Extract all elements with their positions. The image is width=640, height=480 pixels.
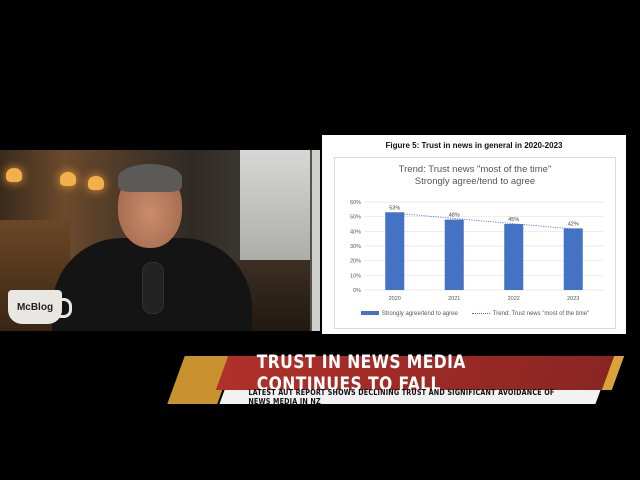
legend-item-trend: Trend: Trust news "most of the time" (471, 311, 590, 317)
y-tick-label: 50% (350, 215, 361, 221)
y-tick-label: 40% (350, 229, 361, 235)
bar (563, 228, 583, 290)
y-tick-label: 10% (350, 273, 361, 279)
bar (385, 212, 405, 290)
bar (504, 224, 524, 290)
microphone-icon (142, 262, 164, 314)
lamp-light (6, 168, 22, 182)
x-tick-label: 2022 (508, 296, 520, 302)
chart-panel: Figure 5: Trust in news in general in 20… (322, 135, 626, 334)
bar (444, 219, 464, 290)
legend-bar-label: Strongly agree/tend to agree (381, 311, 458, 317)
chart-legend: Strongly agree/tend to agree Trend: Trus… (335, 311, 615, 317)
y-tick-label: 60% (350, 200, 361, 206)
banner-title: TRUST IN NEWS MEDIA CONTINUES TO FALL (256, 351, 466, 395)
banner-subtitle: LATEST AUT REPORT SHOWS DECLINING TRUST … (248, 388, 555, 406)
legend-trend-swatch (471, 312, 490, 314)
mug-label: McBlog (16, 301, 54, 313)
chart-title-line2: Strongly agree/tend to agree (414, 176, 536, 187)
chart-title-line1: Trend: Trust news "most of the time" (398, 164, 552, 175)
video-feed: McBlog (0, 150, 320, 331)
chart-box: Trend: Trust news "most of the time" Str… (334, 157, 616, 329)
figure-title: Figure 5: Trust in news in general in 20… (385, 141, 563, 150)
presenter-hair (118, 164, 182, 192)
chart-title: Trend: Trust news "most of the time" Str… (335, 164, 615, 188)
y-tick-label: 0% (353, 288, 361, 294)
legend-bar-swatch (360, 311, 379, 316)
mcblog-mug: McBlog (8, 290, 72, 324)
bar-chart: 0% 10% 20% 30% 40% 50% 60% 53% 2020 48% 2021 45% 202… (350, 200, 603, 302)
background-window (240, 150, 310, 270)
data-label: 53% (389, 205, 400, 211)
data-label: 48% (449, 213, 460, 219)
x-tick-label: 2023 (567, 296, 579, 302)
lamp-light (60, 172, 76, 186)
lamp-light (88, 176, 104, 190)
data-label: 45% (508, 217, 519, 223)
legend-trend-label: Trend: Trust news "most of the time" (492, 311, 590, 317)
data-label: 42% (568, 221, 579, 227)
trendline (394, 212, 574, 230)
x-tick-label: 2020 (389, 296, 401, 302)
y-tick-label: 20% (350, 259, 361, 265)
x-tick-label: 2021 (448, 296, 460, 302)
y-tick-label: 30% (350, 244, 361, 250)
legend-item-bars: Strongly agree/tend to agree (360, 311, 458, 317)
background-window (312, 150, 320, 331)
